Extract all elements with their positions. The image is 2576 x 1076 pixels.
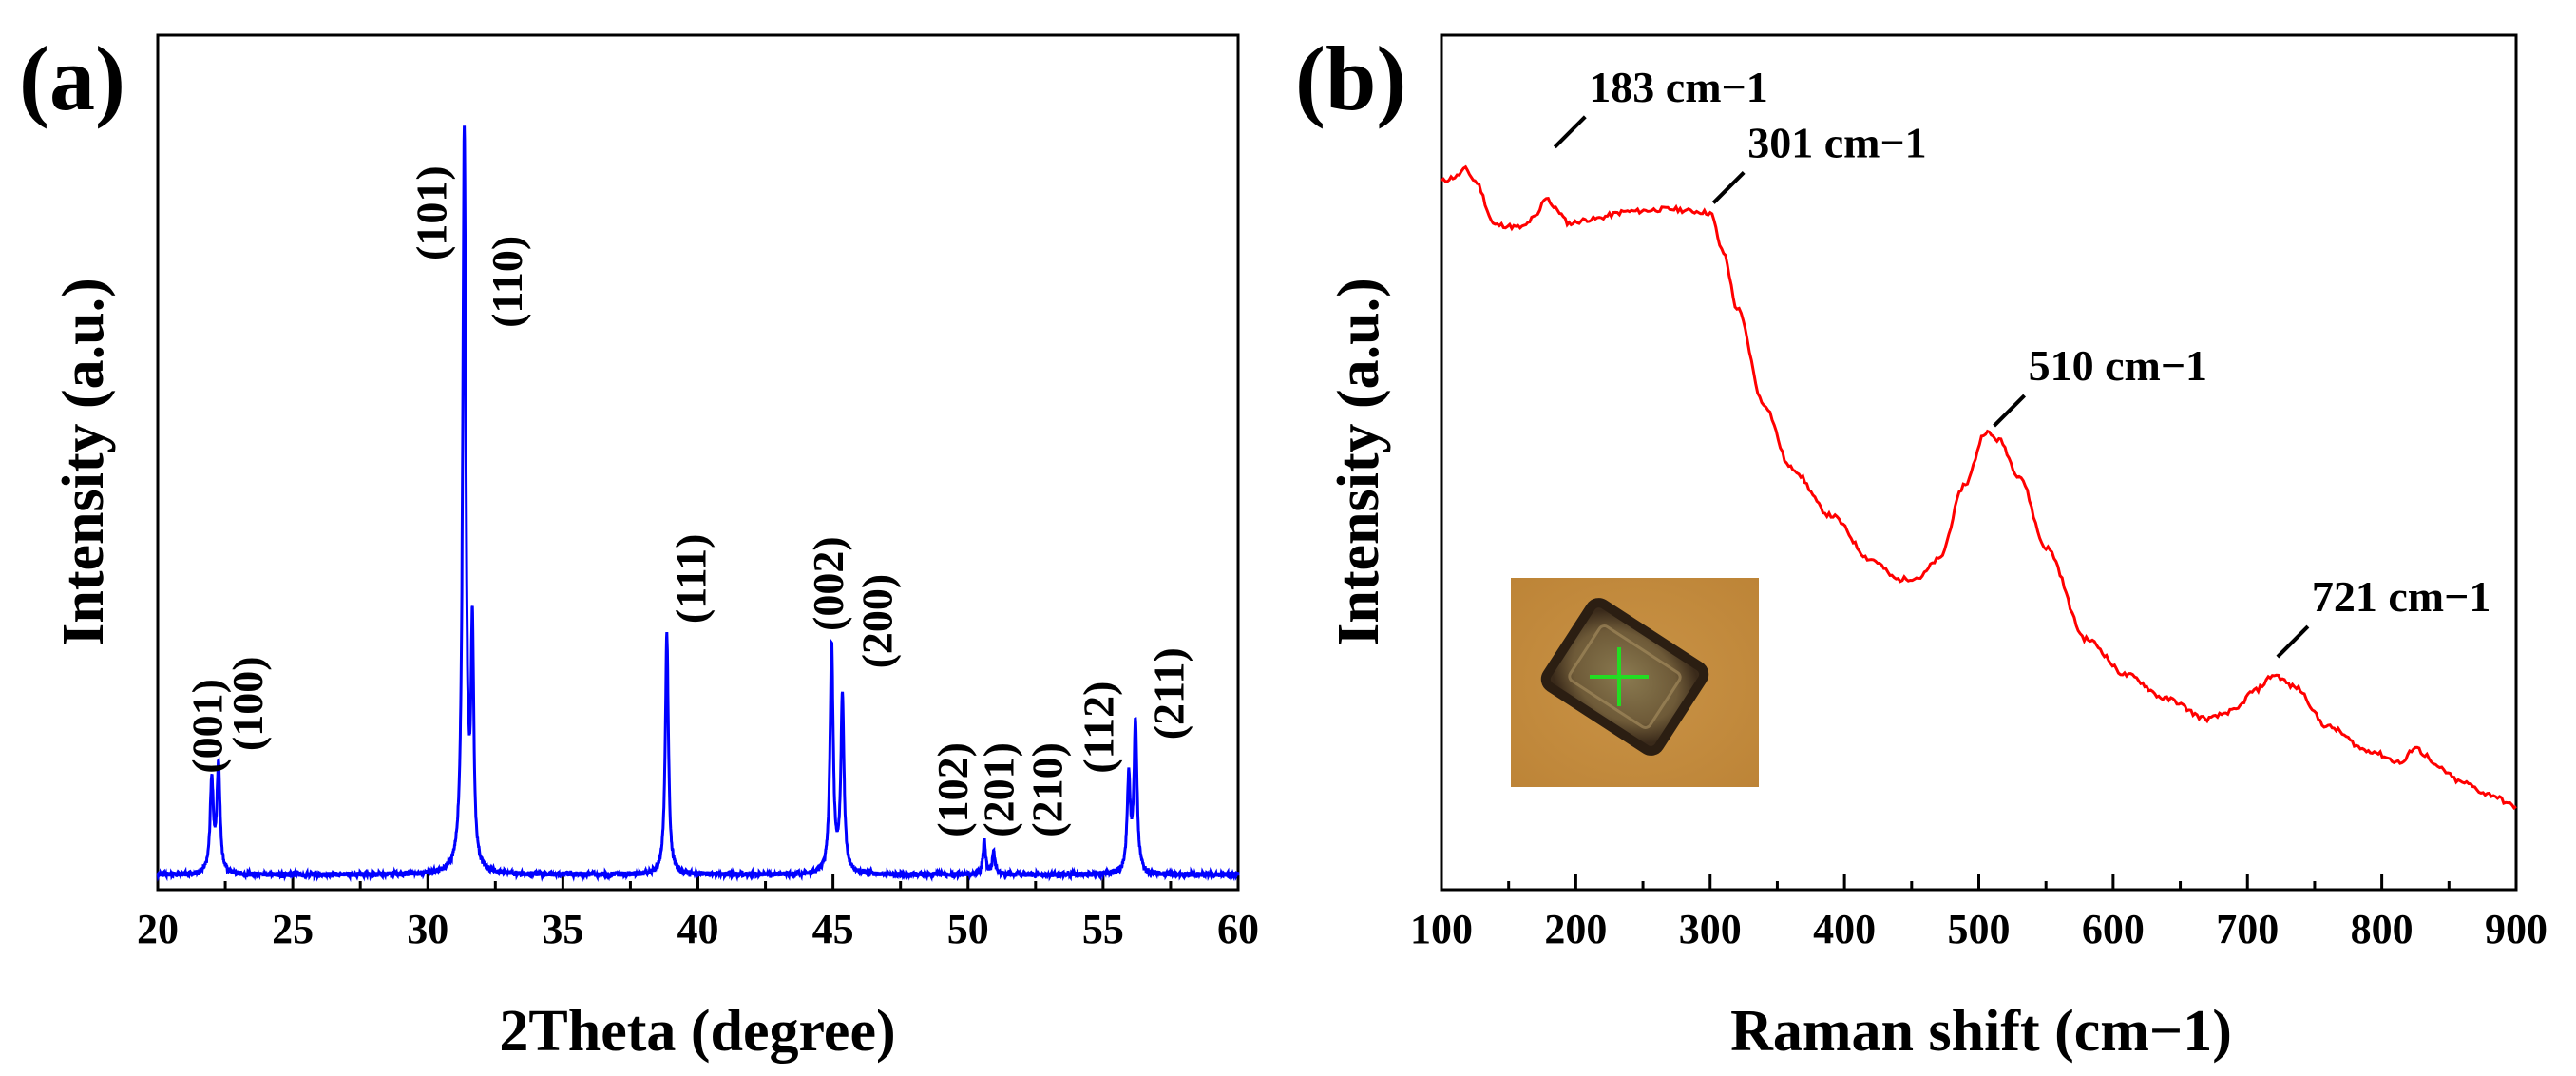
x-ticks-a: 20 25 30 35 40 45 50 55 60 [137, 874, 1259, 952]
x-tick-label: 50 [947, 906, 989, 952]
y-axis-title-a: Intensity (a.u.) [51, 278, 116, 646]
peak-label: (001) [182, 679, 231, 774]
peak-label: (211) [1144, 647, 1193, 740]
panel-b-label: (b) [1295, 28, 1406, 129]
peak-label: (200) [852, 574, 901, 669]
raman-spectrum-line [1441, 164, 2517, 810]
x-tick-label: 55 [1082, 906, 1124, 952]
crosshair-icon [1590, 647, 1649, 706]
x-tick-label: 500 [1948, 906, 2011, 952]
x-tick-label: 30 [407, 906, 448, 952]
xrd-pattern-line [156, 125, 1240, 883]
x-tick-label: 800 [2351, 906, 2414, 952]
x-tick-label: 300 [1679, 906, 1742, 952]
peak-leader-line [1993, 394, 2027, 428]
peak-label: 721 cm−1 [2312, 572, 2490, 621]
x-ticks-b: 100 200 300 400 500 600 700 800 900 [1410, 874, 2547, 952]
y-axis-title-b: Intensity (a.u.) [1326, 278, 1391, 646]
x-tick-label: 45 [812, 906, 854, 952]
x-tick-label: 400 [1813, 906, 1876, 952]
peak-label: (110) [483, 236, 531, 328]
peak-leader-line [2276, 624, 2310, 659]
peak-leader-line [1553, 115, 1587, 149]
peak-label: (100) [223, 656, 272, 751]
peak-label: (002) [804, 536, 852, 631]
x-tick-label: 60 [1217, 906, 1259, 952]
peak-label: (101) [407, 165, 455, 260]
panel-a-xrd: (a) 20 25 30 35 40 45 50 55 60 (001)(100) (101) (1… [19, 28, 1259, 1064]
peak-label: (210) [1022, 742, 1071, 837]
x-tick-label: 20 [137, 906, 179, 952]
x-tick-label: 200 [1544, 906, 1607, 952]
x-axis-title-b: Raman shift (cm−1) [1730, 999, 2232, 1064]
peak-label: (201) [974, 742, 1022, 837]
x-tick-label: 40 [677, 906, 719, 952]
peak-label: 510 cm−1 [2029, 341, 2207, 390]
peak-label: 183 cm−1 [1589, 63, 1767, 111]
inset-micrograph [1511, 578, 1759, 787]
peak-leader-line [1711, 170, 1746, 204]
x-tick-label: 900 [2485, 906, 2547, 952]
peak-label: (112) [1074, 682, 1122, 774]
x-tick-label: 700 [2216, 906, 2279, 952]
x-tick-label: 25 [272, 906, 314, 952]
x-tick-label: 100 [1410, 906, 1473, 952]
peak-label: (111) [666, 534, 715, 624]
peak-label: 301 cm−1 [1747, 118, 1926, 166]
x-tick-label: 600 [2082, 906, 2145, 952]
x-tick-label: 35 [542, 906, 583, 952]
panel-b-raman: (b) 100 200 300 400 500 600 700 800 900 183 cm−1… [1295, 28, 2547, 1064]
peak-labels-b: 183 cm−1 301 cm−1 510 cm−1 721 cm−1 [1553, 63, 2490, 659]
peak-labels-a: (001)(100) (101) (110) (111) (002) (200) (102)… [182, 165, 1193, 836]
x-axis-title-a: 2Theta (degree) [499, 999, 895, 1064]
peak-label: (102) [928, 742, 977, 837]
panel-a-label: (a) [19, 28, 125, 129]
